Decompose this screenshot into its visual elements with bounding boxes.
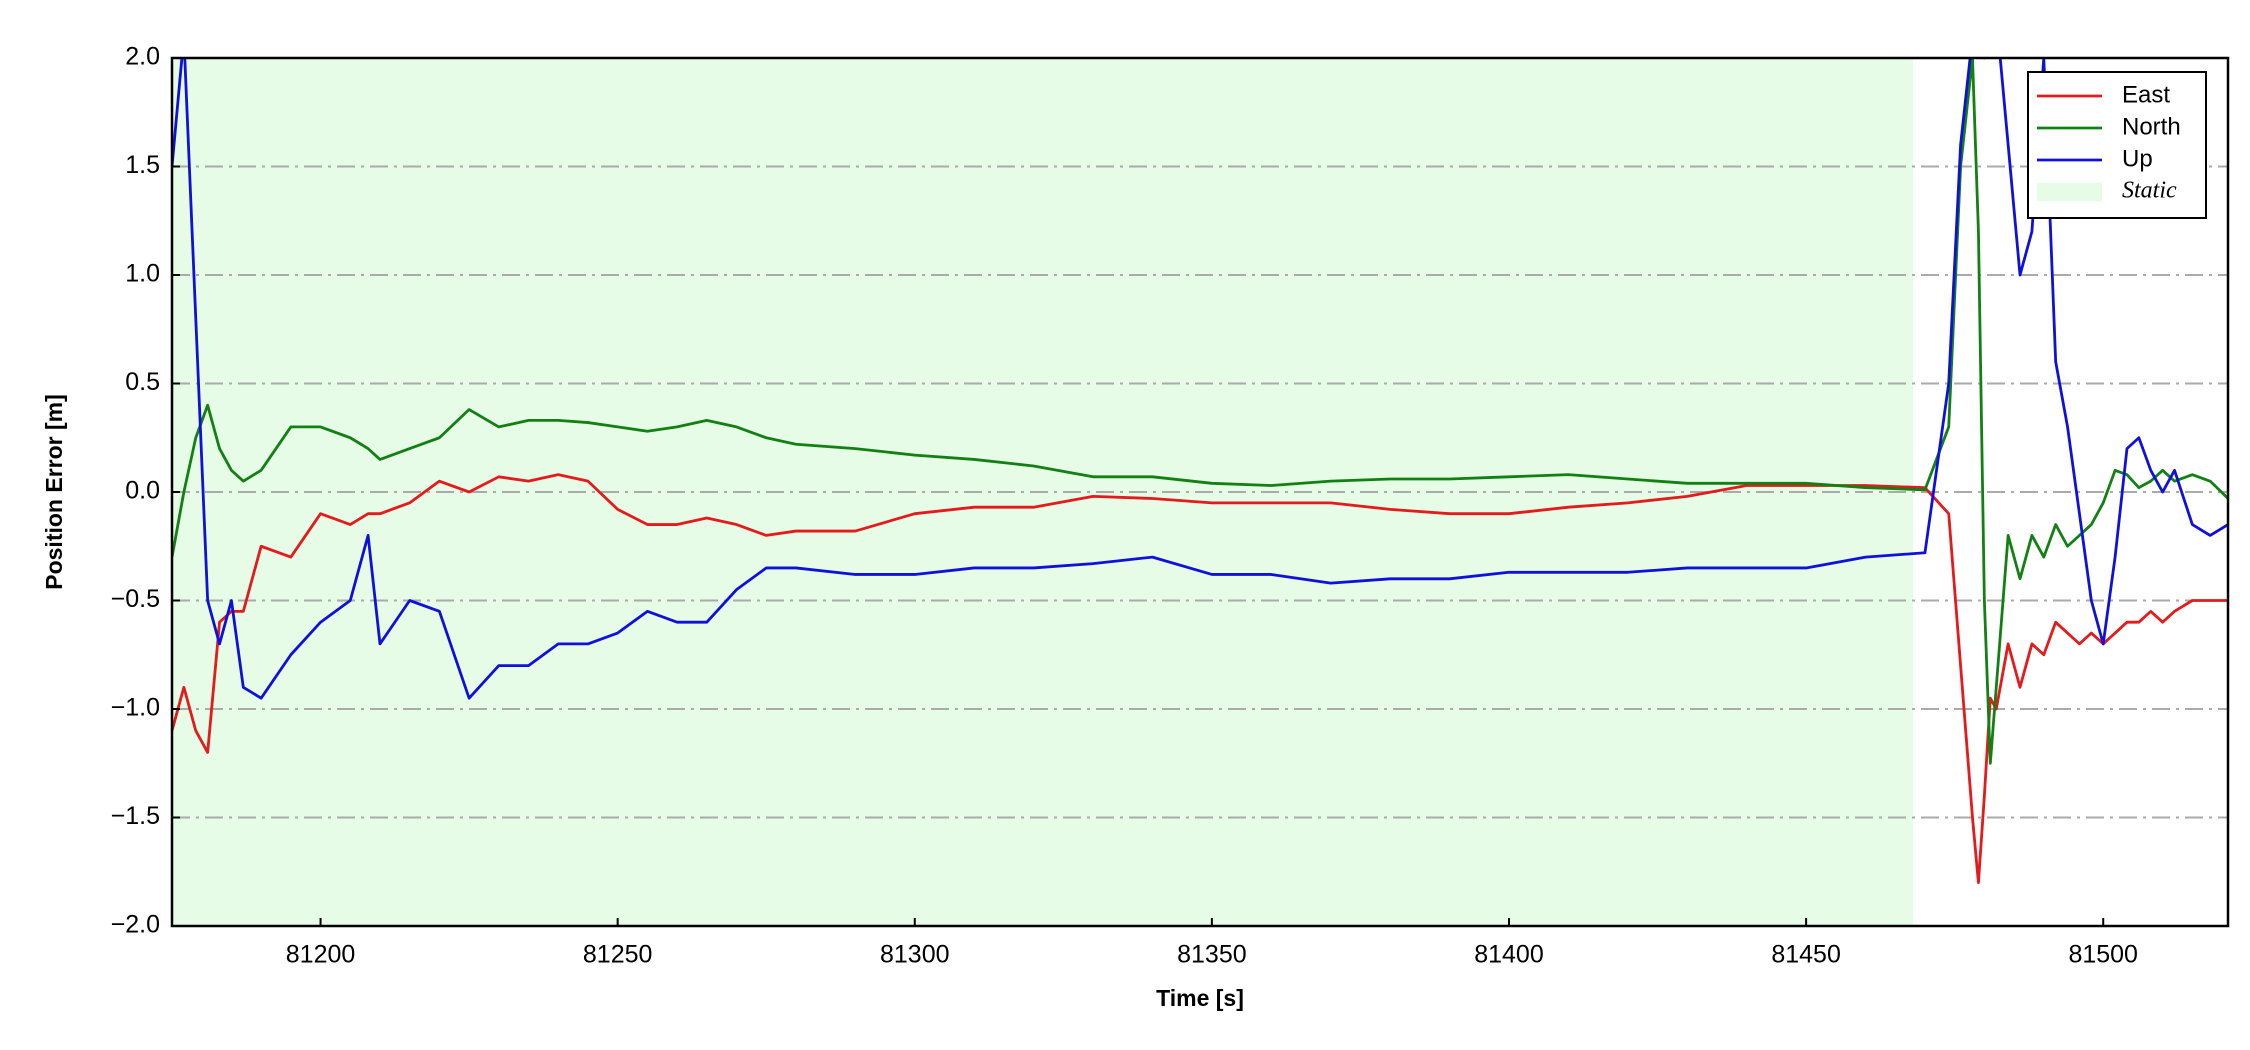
legend-swatch — [2037, 183, 2102, 201]
y-tick-label: 0.0 — [125, 477, 160, 505]
x-tick-label: 81200 — [286, 941, 356, 969]
y-tick-label: 1.0 — [125, 260, 160, 288]
x-tick-label: 81300 — [880, 941, 950, 969]
x-tick-label: 81250 — [583, 941, 653, 969]
legend-label: Static — [2122, 178, 2177, 204]
x-axis-title: Time [s] — [1156, 985, 1244, 1011]
legend-label: East — [2122, 81, 2170, 108]
legend: East North Up Static — [2027, 71, 2207, 219]
series-lines — [172, 58, 2228, 884]
x-tick-label: 81450 — [1771, 941, 1841, 969]
y-tick-label: 2.0 — [125, 43, 160, 71]
y-tick-label: 0.5 — [125, 368, 160, 396]
y-tick-label: −2.0 — [111, 911, 160, 939]
series-line — [172, 58, 2228, 765]
y-tick-label: −1.0 — [111, 694, 160, 722]
y-tick-label: −1.5 — [111, 802, 160, 830]
grid — [172, 165, 2228, 819]
y-tick-label: −0.5 — [111, 585, 160, 613]
legend-label: North — [2122, 113, 2181, 140]
legend-label: Up — [2122, 145, 2153, 172]
ticks: −2.0 −1.5 −1.0 −0.5 0.0 0.5 1.0 1.5 2.0 81200 8125… — [111, 43, 2138, 969]
x-tick-label: 81400 — [1474, 941, 1544, 969]
series-line — [172, 473, 2228, 884]
x-tick-label: 81350 — [1177, 941, 1247, 969]
y-axis-title: Position Error [m] — [41, 394, 67, 590]
series-line — [172, 58, 2228, 700]
x-tick-label: 81500 — [2068, 941, 2138, 969]
y-tick-label: 1.5 — [125, 151, 160, 179]
